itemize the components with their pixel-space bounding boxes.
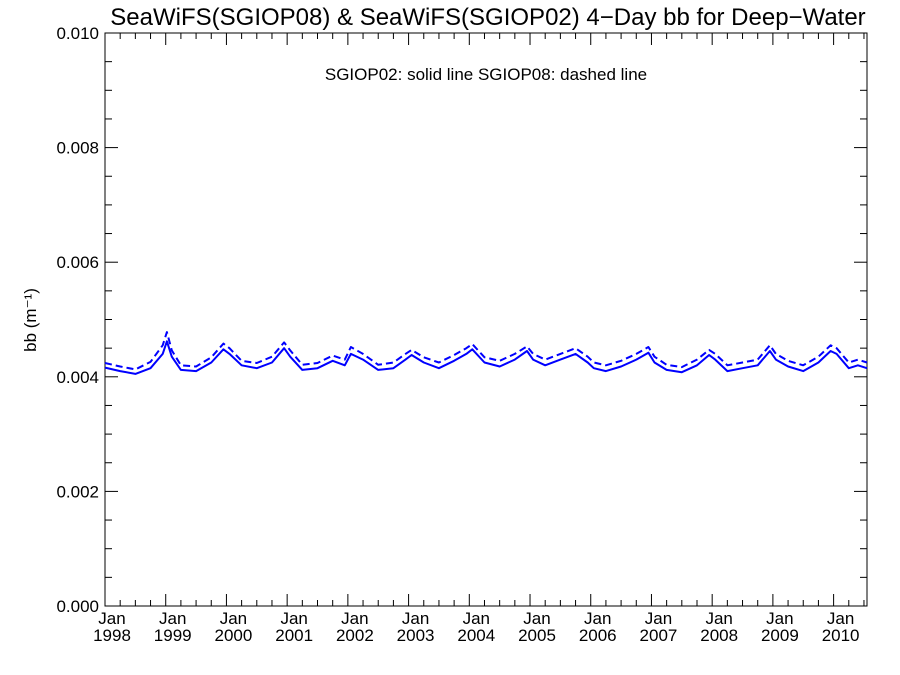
- x-tick-month-label: Jan: [280, 609, 307, 628]
- x-tick-month-label: Jan: [827, 609, 854, 628]
- x-tick-month-label: Jan: [159, 609, 186, 628]
- x-tick-month-label: Jan: [98, 609, 125, 628]
- x-tick-year-label: 2000: [215, 626, 253, 645]
- x-tick-month-label: Jan: [523, 609, 550, 628]
- series-layer: [104, 331, 868, 375]
- x-tick-year-label: 2006: [579, 626, 617, 645]
- y-axis-ticks: 0.000 0.002 0.004 0.006 0.008 0.010: [56, 24, 867, 616]
- y-tick-label: 0.008: [56, 139, 99, 158]
- x-tick-year-label: 2005: [518, 626, 556, 645]
- x-tick-month-label: Jan: [766, 609, 793, 628]
- y-axis-label: bb (m⁻¹): [21, 288, 40, 352]
- x-tick-month-label: Jan: [402, 609, 429, 628]
- x-tick-year-label: 2003: [397, 626, 435, 645]
- x-tick-year-label: 2001: [275, 626, 313, 645]
- x-tick-year-label: 2009: [761, 626, 799, 645]
- x-tick-year-label: 2004: [457, 626, 495, 645]
- x-tick-month-label: Jan: [220, 609, 247, 628]
- x-axis-ticks: Jan1998Jan1999Jan2000Jan2001Jan2002Jan20…: [93, 33, 865, 645]
- y-tick-label: 0.004: [56, 368, 99, 387]
- y-tick-label: 0.010: [56, 24, 99, 43]
- x-tick-year-label: 1998: [93, 626, 131, 645]
- series-line-solid: [104, 340, 868, 375]
- line-style-annotation: SGIOP02: solid line SGIOP08: dashed line: [325, 65, 647, 84]
- x-tick-year-label: 2008: [700, 626, 738, 645]
- x-tick-month-label: Jan: [341, 609, 368, 628]
- y-tick-label: 0.000: [56, 597, 99, 616]
- y-tick-label: 0.002: [56, 482, 99, 501]
- chart-title: SeaWiFS(SGIOP08) & SeaWiFS(SGIOP02) 4−Da…: [110, 4, 865, 31]
- x-tick-month-label: Jan: [584, 609, 611, 628]
- series-line-dashed: [104, 331, 868, 371]
- x-tick-month-label: Jan: [463, 609, 490, 628]
- x-tick-year-label: 2010: [822, 626, 860, 645]
- x-tick-month-label: Jan: [645, 609, 672, 628]
- plot-frame: [104, 32, 868, 607]
- x-tick-year-label: 2002: [336, 626, 374, 645]
- x-tick-month-label: Jan: [705, 609, 732, 628]
- x-tick-year-label: 2007: [640, 626, 678, 645]
- y-tick-label: 0.006: [56, 253, 99, 272]
- x-tick-year-label: 1999: [154, 626, 192, 645]
